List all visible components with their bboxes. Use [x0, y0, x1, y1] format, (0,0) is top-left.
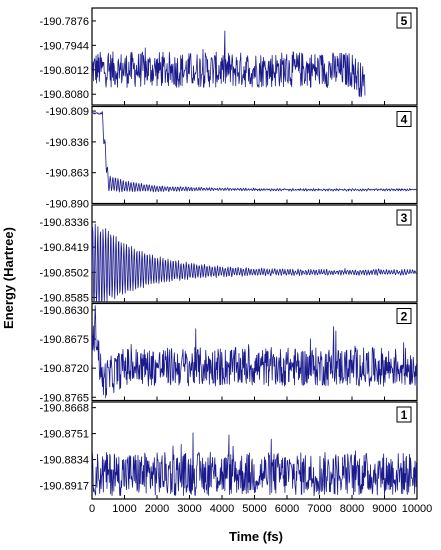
panel-1: -190.8668 -190.8751 -190.8834 -190.8917 1: [39, 401, 418, 500]
energy-series-line-5: [91, 30, 366, 98]
y-tick-label: -190.836: [46, 137, 89, 149]
y-tick-label: -190.8917: [39, 481, 89, 493]
panel-number-box: [396, 111, 412, 127]
energy-series-line-1: [91, 432, 418, 497]
y-tick-label: -190.8675: [39, 334, 89, 346]
x-tick-label: 3000: [177, 503, 201, 515]
y-tick-label: -190.890: [46, 199, 89, 211]
panel-number-box: [396, 308, 412, 324]
y-tick-label: -190.8720: [39, 363, 89, 375]
y-tick-label: -190.8012: [39, 65, 89, 77]
panel-4: -190.809 -190.836 -190.863 -190.890 4: [46, 105, 418, 211]
x-tick-label: 2000: [145, 503, 169, 515]
x-axis-ticks: 0 1000 2000 3000 4000 5000 6000 7000 8000 9000 100…: [89, 503, 432, 515]
panel-5: -190.7876 -190.7944 -190.8012 -190.8080 5: [39, 7, 418, 106]
panel-number: 1: [401, 408, 408, 422]
x-tick-label: 4000: [210, 503, 234, 515]
y-tick-label: -190.8765: [39, 392, 89, 404]
y-tick-label: -190.863: [46, 168, 89, 180]
panels-group: -190.7876-190.7944-190.8012-190.80805-19…: [39, 7, 418, 500]
y-tick-label: -190.8630: [39, 305, 89, 317]
y-tick-label: -190.8751: [39, 429, 89, 441]
energy-series-line-4: [91, 111, 418, 193]
panel-number-box: [396, 406, 412, 423]
panel-number: 4: [401, 113, 408, 127]
y-tick-label: -190.809: [46, 106, 89, 118]
y-tick-label: -190.8080: [39, 89, 89, 101]
energy-series-line-3: [91, 223, 418, 303]
x-tick-label: 10000: [402, 503, 433, 515]
x-axis-title: Time (fs): [229, 529, 283, 544]
panel-number: 3: [401, 211, 408, 225]
x-tick-label: 7000: [307, 503, 331, 515]
x-tick-label: 8000: [340, 503, 364, 515]
y-axis-title: Energy (Hartree): [1, 227, 16, 329]
panel-number-box: [396, 209, 412, 226]
x-tick-label: 9000: [372, 503, 396, 515]
y-tick-label: -190.8668: [39, 403, 89, 415]
x-tick-label: 0: [89, 503, 95, 515]
y-tick-label: -190.8834: [39, 455, 89, 467]
y-tick-label: -190.8336: [39, 217, 89, 229]
panel-3: -190.8336 -190.8419 -190.8502 -190.8585 3: [39, 204, 418, 304]
y-tick-label: -190.8502: [39, 267, 89, 279]
x-tick-label: 5000: [242, 503, 266, 515]
x-tick-label: 6000: [275, 503, 299, 515]
y-tick-label: -190.8585: [39, 292, 89, 304]
panel-number-box: [396, 12, 412, 29]
energy-series-line-2: [91, 305, 418, 399]
x-tick-label: 1000: [112, 503, 136, 515]
panel-number: 2: [401, 310, 408, 324]
panel-number: 5: [401, 14, 408, 28]
y-tick-label: -190.7876: [39, 16, 89, 28]
panel-2: -190.8630 -190.8675 -190.8720 -190.8765 2: [39, 302, 418, 404]
y-tick-label: -190.7944: [39, 40, 89, 52]
y-tick-label: -190.8419: [39, 242, 89, 254]
